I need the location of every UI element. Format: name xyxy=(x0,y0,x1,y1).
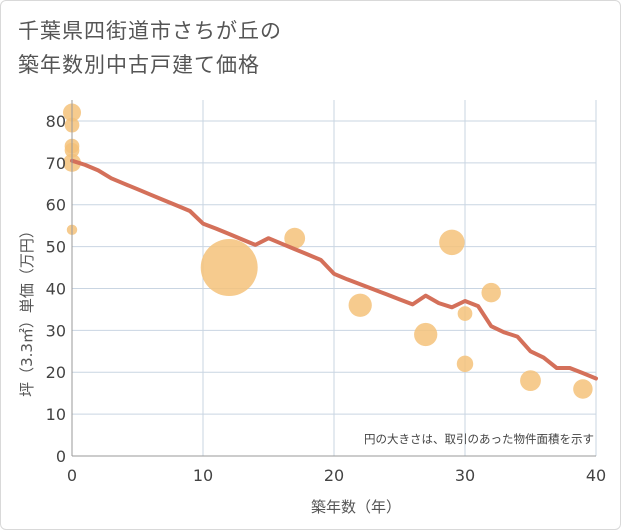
x-tick-label-0: 0 xyxy=(67,466,77,485)
y-tick-label-0: 0 xyxy=(56,447,66,466)
bubble-10 xyxy=(414,322,438,347)
bubble-9 xyxy=(348,293,372,317)
y-tick-label-50: 50 xyxy=(46,238,66,257)
y-tick-label-20: 20 xyxy=(46,363,66,382)
axes: 0 10 20 30 40 50 60 70 80 0 10 20 30 40 xyxy=(46,100,606,485)
bubble-14 xyxy=(481,282,501,303)
bubble-8 xyxy=(284,227,306,249)
x-tick-label-10: 10 xyxy=(193,466,213,485)
x-axis-label: 築年数（年） xyxy=(311,498,401,516)
bubble-13 xyxy=(456,355,474,373)
y-tick-label-30: 30 xyxy=(46,321,66,340)
x-tick-label-30: 30 xyxy=(455,466,475,485)
x-tick-label-40: 40 xyxy=(586,466,606,485)
chart-title-line-2: 築年数別中古戸建て価格 xyxy=(18,53,260,77)
bubble-11 xyxy=(439,229,465,256)
y-axis-label: 坪（3.3㎡）単価（万円） xyxy=(18,223,36,397)
y-tick-label-80: 80 xyxy=(46,112,66,131)
bubble-16 xyxy=(573,379,593,399)
y-tick-label-40: 40 xyxy=(46,279,66,298)
trend-series xyxy=(70,158,598,381)
trend-line xyxy=(70,158,598,381)
chart-title-line-1: 千葉県四街道市さちが丘の xyxy=(18,19,282,43)
chart-title: 千葉県四街道市さちが丘の 築年数別中古戸建て価格 xyxy=(18,14,282,82)
y-tick-label-70: 70 xyxy=(46,154,66,173)
x-tick-label-20: 20 xyxy=(324,466,344,485)
bubble-15 xyxy=(520,370,541,392)
y-tick-label-10: 10 xyxy=(46,405,66,424)
bubble-12 xyxy=(457,306,473,321)
size-annotation: 円の大きさは、取引のあった物件面積を示す xyxy=(364,432,594,446)
bubble-7 xyxy=(200,239,258,297)
y-tick-label-60: 60 xyxy=(46,196,66,215)
